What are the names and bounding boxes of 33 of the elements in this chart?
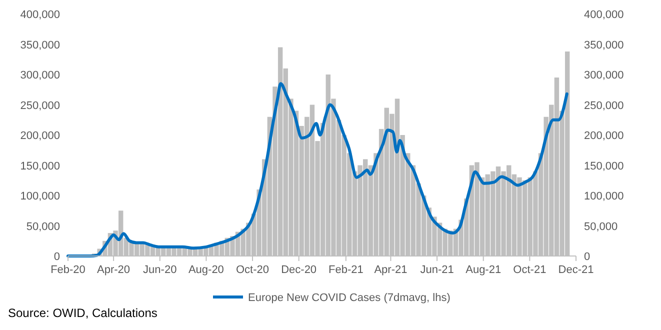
y2-tick-label: 100,000	[584, 190, 624, 202]
x-tick-label: Dec-21	[558, 264, 594, 276]
x-tick-label: Dec-20	[281, 264, 317, 276]
y-tick-label: 300,000	[20, 70, 60, 82]
legend-label: Europe New COVID Cases (7dmavg, lhs)	[248, 292, 450, 304]
x-tick-label: Oct-21	[513, 264, 546, 276]
y2-tick-label: 250,000	[584, 100, 624, 112]
x-tick-label: Apr-21	[374, 264, 408, 276]
x-tick-label: Apr-20	[97, 264, 130, 276]
line-series	[66, 82, 568, 258]
y2-tick-label: 350,000	[584, 39, 624, 52]
x-tick-label: Aug-20	[188, 264, 224, 276]
y2-tick-label: 0	[584, 251, 590, 263]
x-tick-label: Jun-20	[143, 264, 177, 276]
x-tick-label: Oct-20	[236, 264, 270, 276]
y-tick-label: 100,000	[20, 190, 60, 202]
y-tick-label: 0	[54, 251, 60, 263]
y2-tick-label: 50,000	[584, 220, 618, 233]
y2-tick-label: 200,000	[584, 130, 624, 142]
x-tick-label: Aug-21	[466, 264, 502, 276]
y2-tick-label: 150,000	[584, 160, 624, 172]
y-tick-label: 200,000	[20, 130, 60, 142]
x-tick-label: Jun-21	[420, 264, 454, 276]
y-tick-label: 50,000	[26, 220, 60, 233]
y2-tick-label: 300,000	[584, 70, 624, 82]
y-tick-label: 350,000	[20, 39, 60, 52]
y-tick-label: 400,000	[20, 9, 60, 21]
x-tick-label: Feb-20	[50, 264, 86, 276]
y2-tick-label: 400,000	[584, 9, 624, 21]
y-tick-label: 150,000	[20, 160, 60, 172]
x-tick-label: Feb-21	[328, 264, 364, 276]
source-note: Source: OWID, Calculations	[8, 306, 158, 320]
y-tick-label: 250,000	[20, 100, 60, 112]
